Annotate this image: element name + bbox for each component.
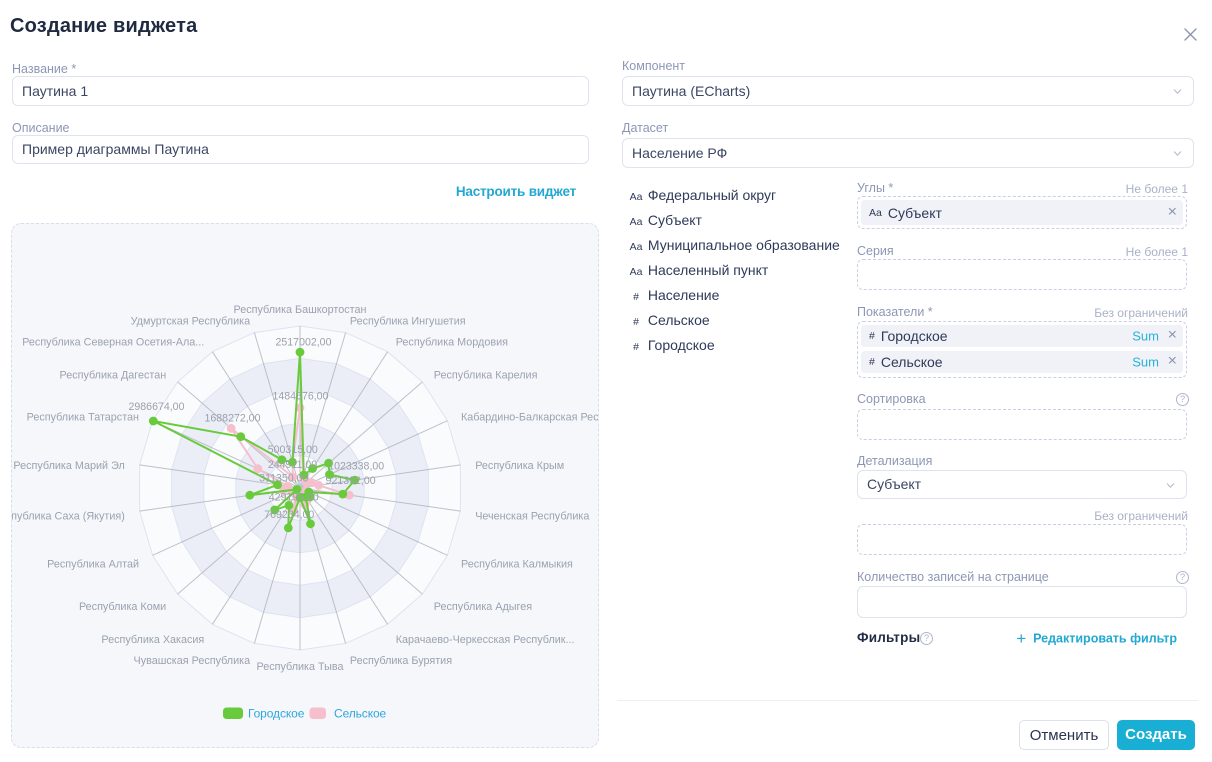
svg-text:1688272,00: 1688272,00 xyxy=(205,413,261,425)
svg-text:Республика Саха (Якутия): Республика Саха (Якутия) xyxy=(12,510,125,522)
svg-text:2986674,00: 2986674,00 xyxy=(129,401,185,413)
svg-text:Республика Ингушетия: Республика Ингушетия xyxy=(350,315,466,327)
svg-text:244911,00: 244911,00 xyxy=(268,459,317,471)
svg-text:Республика Хакасия: Республика Хакасия xyxy=(101,634,204,646)
svg-text:Чувашская Республика: Чувашская Республика xyxy=(134,655,251,667)
svg-text:Республика Башкортостан: Республика Башкортостан xyxy=(234,304,367,316)
svg-text:2517002,00: 2517002,00 xyxy=(276,337,332,349)
svg-text:Республика Бурятия: Республика Бурятия xyxy=(350,655,452,667)
svg-text:Республика Мордовия: Республика Мордовия xyxy=(396,336,508,348)
svg-text:Республика Крым: Республика Крым xyxy=(475,460,564,472)
svg-text:Республика Карелия: Республика Карелия xyxy=(434,369,538,381)
svg-text:921392,00: 921392,00 xyxy=(326,475,376,487)
svg-text:500315,00: 500315,00 xyxy=(268,444,318,456)
svg-text:429195,00: 429195,00 xyxy=(269,491,319,503)
svg-text:Удмуртская Республика: Удмуртская Республика xyxy=(131,315,250,327)
svg-text:Карачаево-Черкесская Республик: Карачаево-Черкесская Республик... xyxy=(396,634,575,646)
svg-text:Кабардино-Балкарская Республик: Кабардино-Балкарская Республика xyxy=(461,412,599,424)
svg-text:Республика Калмыкия: Республика Калмыкия xyxy=(461,559,573,571)
svg-text:Республика Дагестан: Республика Дагестан xyxy=(59,369,166,381)
svg-text:769234,00: 769234,00 xyxy=(264,509,314,521)
svg-text:Республика Алтай: Республика Алтай xyxy=(47,559,139,571)
svg-text:1023338,00: 1023338,00 xyxy=(328,461,384,473)
svg-text:Республика Северная Осетия-Ала: Республика Северная Осетия-Ала... xyxy=(22,336,204,348)
svg-text:1484676,00: 1484676,00 xyxy=(273,391,329,403)
svg-text:Чеченская Республика: Чеченская Республика xyxy=(475,510,589,522)
svg-text:Республика Марий Эл: Республика Марий Эл xyxy=(13,460,124,472)
svg-text:Республика Татарстан: Республика Татарстан xyxy=(27,412,139,424)
svg-text:Республика Адыгея: Республика Адыгея xyxy=(434,601,532,613)
svg-text:Сельское: Сельское xyxy=(334,707,387,721)
svg-text:311350,00: 311350,00 xyxy=(259,473,308,485)
svg-text:Республика Тыва: Республика Тыва xyxy=(257,661,344,673)
svg-text:Городское: Городское xyxy=(248,707,305,721)
svg-text:Республика Коми: Республика Коми xyxy=(79,601,166,613)
